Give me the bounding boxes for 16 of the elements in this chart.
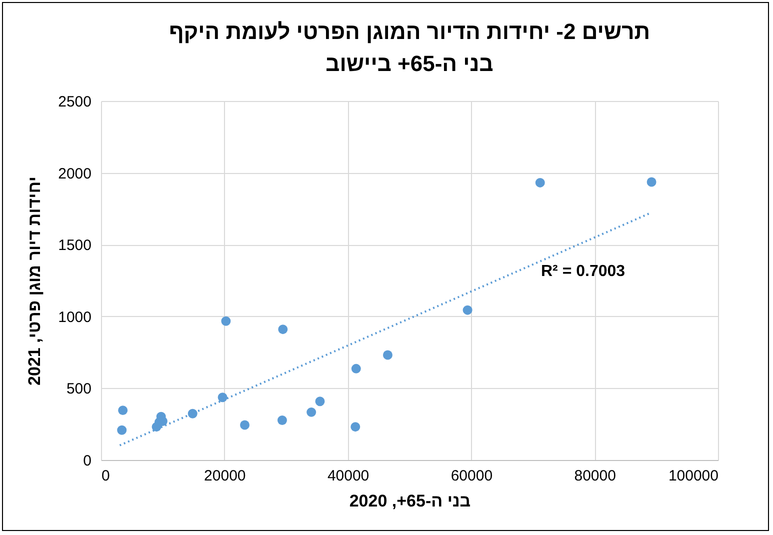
x-axis-title: בני ה-65+, 2020 (349, 492, 471, 510)
y-tick-label: 2500 (58, 94, 92, 110)
x-tick-label: 100000 (668, 468, 718, 484)
x-tick-label: 40000 (327, 468, 370, 484)
x-tick-label: 80000 (574, 468, 616, 484)
y-tick-label: 1000 (58, 308, 92, 326)
x-tick-label: 20000 (204, 468, 246, 484)
y-tick-label: 1500 (58, 237, 92, 254)
y-axis-title: יחידות דיור מוגן פרטי, 2021 (25, 176, 44, 386)
chart-title: תרשים 2- יחידות הדיור המוגן הפרטי לעומת היקף בני ה-65+ ביישוב (168, 19, 650, 76)
y-tick-label: 2000 (58, 165, 92, 182)
annotation: R² = 0.7003 (541, 263, 626, 280)
x-tick-label: 0 (102, 468, 110, 484)
x-tick-label: 60000 (450, 468, 493, 484)
y-tick-label: 500 (66, 380, 92, 398)
y-tick-label: 0 (83, 452, 92, 470)
